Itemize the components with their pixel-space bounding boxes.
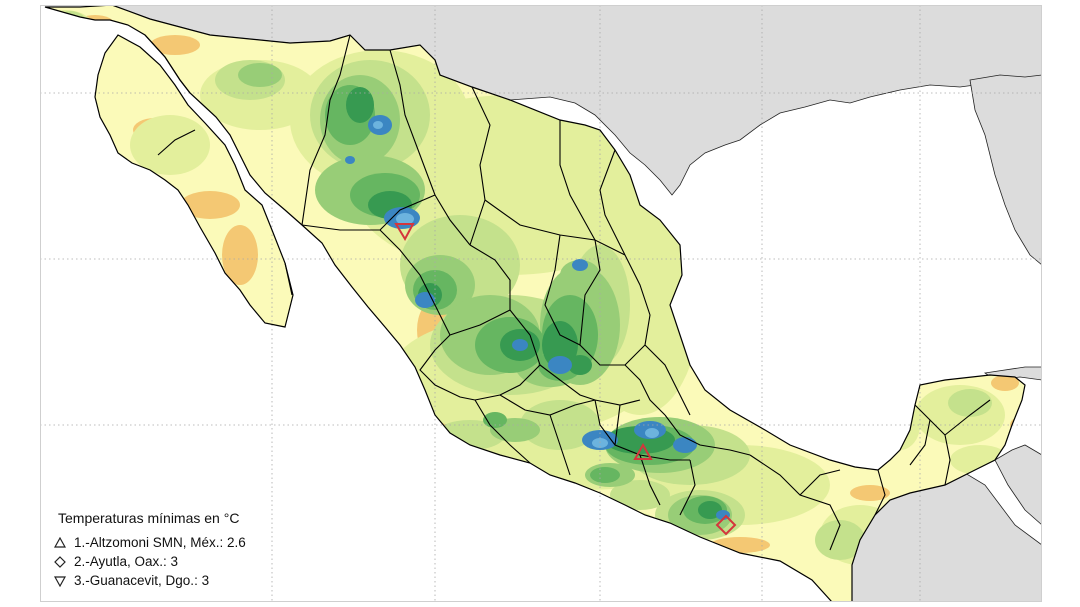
legend: Temperaturas mínimas en °C 1.-Altzomoni …	[50, 510, 246, 590]
legend-label: 2.-Ayutla, Oax.: 3	[74, 554, 179, 569]
ayutla-marker-diamond-icon	[715, 514, 737, 536]
warm-zone	[150, 35, 200, 55]
legend-entry-altzomoni: 1.-Altzomoni SMN, Méx.: 2.6	[54, 533, 246, 552]
triangle-down-icon	[54, 575, 66, 587]
legend-label: 1.-Altzomoni SMN, Méx.: 2.6	[74, 535, 246, 550]
florida-landmass	[969, 74, 1042, 266]
warm-zone	[180, 191, 240, 219]
cold-zone	[512, 339, 528, 351]
temperature-map	[40, 5, 1042, 602]
temperature-zone	[698, 501, 722, 519]
legend-label: 3.-Guanacevit, Dgo.: 3	[74, 573, 210, 588]
warm-zone	[850, 485, 890, 501]
map-border	[40, 5, 1042, 602]
temperature-zone	[568, 355, 592, 375]
legend-title: Temperaturas mínimas en °C	[58, 510, 240, 526]
triangle-up-icon	[54, 536, 66, 548]
diamond-icon	[54, 555, 66, 568]
cold-zone	[345, 156, 355, 164]
belize-landmass	[994, 444, 1042, 526]
temperature-zone	[610, 480, 670, 510]
cold-zone	[396, 213, 414, 225]
temperature-zone	[346, 87, 374, 123]
temperature-zone	[542, 321, 578, 369]
temperature-zone	[238, 63, 282, 87]
temperature-zone	[815, 520, 865, 560]
map-frame	[40, 5, 1042, 602]
cold-zone	[373, 121, 383, 129]
cold-zone	[548, 356, 572, 374]
mexico-outline	[44, 5, 1026, 602]
temperature-zone	[590, 467, 620, 483]
guanacevit-marker-triangle-down-icon	[394, 223, 415, 242]
temperature-zone	[560, 260, 600, 290]
cold-zone	[673, 437, 697, 453]
cold-zone	[572, 259, 588, 271]
warm-zone	[222, 225, 258, 285]
graticule	[40, 5, 1042, 602]
state-boundaries	[144, 34, 991, 551]
temperature-zone	[948, 389, 992, 417]
warm-zone	[991, 375, 1019, 391]
legend-entry-ayutla: 2.-Ayutla, Oax.: 3	[54, 552, 246, 571]
altzomoni-marker-triangle-up-icon	[633, 442, 653, 460]
cold-zone	[645, 428, 659, 438]
legend-entry-guanacevit: 3.-Guanacevit, Dgo.: 3	[54, 571, 246, 590]
